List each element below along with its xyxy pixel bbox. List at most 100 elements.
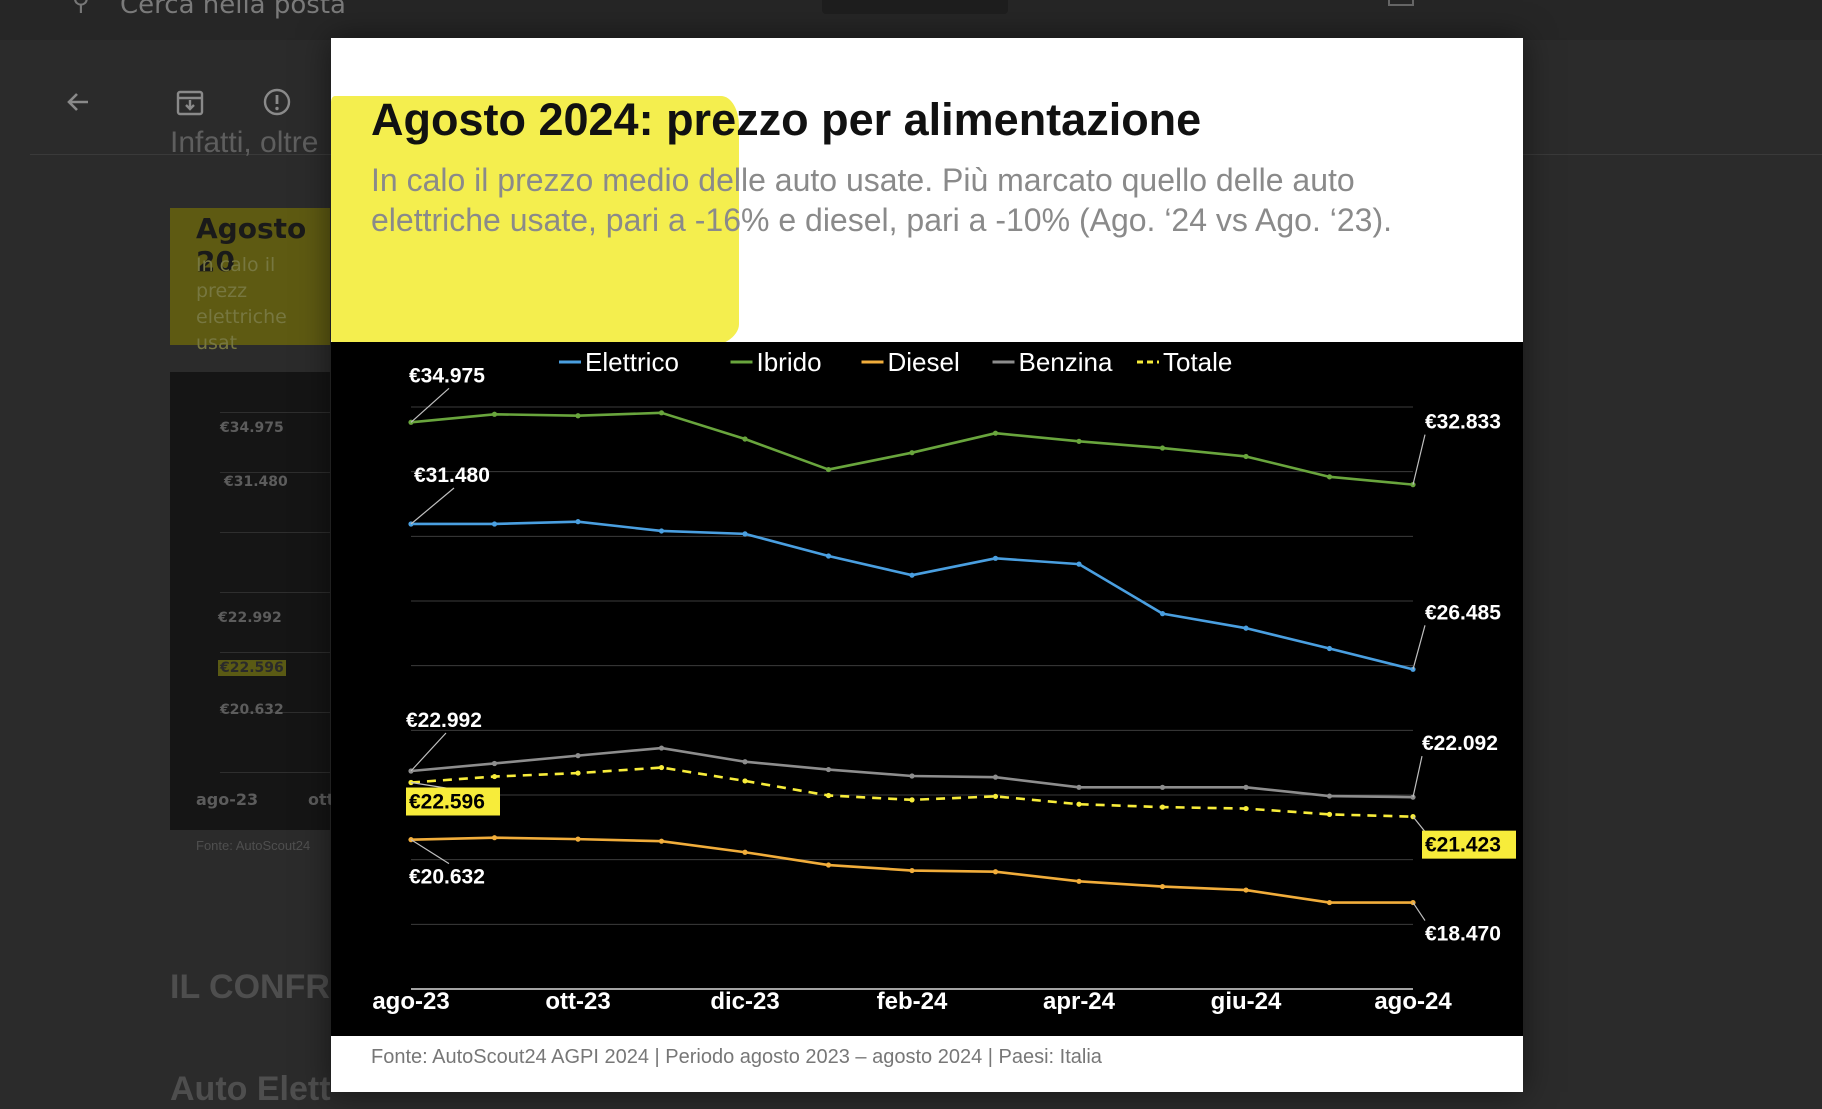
data-point (1326, 793, 1333, 799)
price-chart: ago-23 ott-23 dic-23 feb-24 apr-24 giu-24 ago-… (331, 342, 1523, 1036)
data-point (658, 528, 665, 534)
search-icon[interactable]: ⚲ (72, 0, 90, 16)
bg-card-subtitle-line: In calo il prezz (196, 254, 276, 302)
data-point (575, 753, 581, 759)
bg-chart-label: €31.480 (224, 474, 288, 490)
search-input[interactable]: Cerca nella posta (120, 0, 346, 20)
bg-chart-gridline (220, 652, 330, 653)
data-point (1159, 445, 1166, 451)
back-arrow-icon[interactable] (64, 88, 92, 116)
data-point (1326, 899, 1333, 906)
data-point (491, 773, 498, 780)
data-point (491, 835, 498, 841)
data-point (1159, 883, 1166, 890)
data-point (1076, 784, 1082, 790)
data-point (1159, 611, 1166, 617)
x-tick-label: ago-23 (372, 988, 449, 1015)
line-chart-svg: ago-23 ott-23 dic-23 feb-24 apr-24 giu-24 ago-… (372, 347, 1516, 1015)
data-point (1326, 645, 1333, 652)
report-spam-icon[interactable] (262, 87, 292, 117)
bg-chart-label: €20.632 (220, 702, 284, 718)
data-label: €18.470 (1425, 923, 1501, 946)
legend-label: Diesel (888, 347, 960, 377)
data-point (1243, 453, 1249, 460)
data-point (909, 797, 915, 803)
bg-chart-x-tick: ago-23 (196, 790, 259, 809)
data-point (1076, 438, 1082, 444)
legend-label: Ibrido (757, 347, 822, 377)
bg-chart-gridline (220, 412, 330, 413)
data-label-highlight (1422, 830, 1516, 859)
x-tick-label: ago-24 (1374, 988, 1452, 1015)
data-point (491, 411, 498, 417)
label-leader-line (410, 487, 455, 525)
tray-icon[interactable] (1388, 0, 1414, 6)
data-point (909, 572, 915, 578)
data-point (658, 838, 665, 844)
data-point (825, 792, 832, 799)
data-point (1076, 801, 1082, 807)
data-point (742, 778, 748, 784)
data-point (909, 773, 915, 779)
data-label: €32.833 (1425, 411, 1501, 434)
legend-label: Totale (1163, 347, 1232, 377)
series-line (411, 520, 1414, 671)
data-point (658, 410, 665, 416)
top-center-control[interactable] (822, 0, 1008, 14)
data-point (1159, 804, 1166, 810)
data-point (825, 862, 832, 868)
data-point (992, 793, 999, 799)
bg-chart-gridline (220, 532, 330, 533)
label-leader-line (1412, 625, 1426, 670)
bg-card-title: Agosto 20 (196, 212, 307, 278)
bg-chart-gridline (220, 712, 330, 713)
data-point (575, 413, 581, 419)
archive-icon[interactable] (175, 88, 205, 118)
yellow-highlight-shape (331, 96, 739, 348)
data-label-highlight (406, 787, 500, 816)
x-tick-label: dic-23 (710, 988, 779, 1015)
label-leader-line (1412, 902, 1426, 921)
data-label: €31.480 (414, 464, 490, 487)
data-point (742, 849, 748, 855)
chart-source: Fonte: AutoScout24 AGPI 2024 | Periodo a… (371, 1046, 1102, 1068)
legend-label: Elettrico (585, 347, 679, 377)
data-point (491, 521, 498, 527)
label-leader-line (1412, 816, 1426, 833)
data-point (1076, 878, 1082, 884)
slide-subtitle-line: elettriche usate, pari a -16% e diesel, … (371, 202, 1392, 238)
data-point (1159, 784, 1166, 790)
bg-card-subtitle: In calo il prezz elettriche usat (196, 252, 330, 356)
bg-chart-label-highlighted: €22.596 (218, 660, 286, 676)
data-label: €20.632 (409, 866, 485, 889)
x-tick-label: giu-24 (1211, 988, 1282, 1015)
data-point (1326, 811, 1333, 817)
data-point (1326, 474, 1333, 480)
data-label: €22.092 (1422, 732, 1498, 755)
x-tick-label: feb-24 (877, 988, 948, 1015)
bg-chart-source: Fonte: AutoScout24 (196, 838, 311, 853)
data-point (992, 555, 999, 561)
data-point (575, 519, 581, 525)
data-point (992, 430, 999, 436)
bg-chart-label-wrap: €22.596 (218, 660, 286, 676)
bg-chart-x-tick: ott (308, 790, 335, 809)
data-point (825, 766, 832, 773)
data-point (491, 760, 498, 767)
data-point (575, 770, 581, 776)
data-point (992, 869, 999, 875)
label-leader-line (410, 387, 450, 423)
bg-article-text: Infatti, oltre (170, 126, 319, 159)
bg-chart-gridline (220, 772, 330, 773)
x-tick-label: apr-24 (1043, 988, 1116, 1015)
bg-section-heading-2: Auto Elett (170, 1070, 331, 1108)
bg-email-chart-image: €34.975 €31.480 €22.992 €22.596 €20.632 … (170, 372, 334, 830)
data-label: €22.596 (409, 791, 485, 814)
label-leader-line (1412, 434, 1426, 485)
bg-chart-label: €34.975 (220, 420, 284, 436)
data-label: €22.992 (406, 709, 482, 732)
data-point (909, 867, 915, 874)
data-point (1243, 625, 1249, 631)
bg-chart-gridline (220, 592, 330, 593)
bg-chart-gridline (220, 472, 330, 473)
